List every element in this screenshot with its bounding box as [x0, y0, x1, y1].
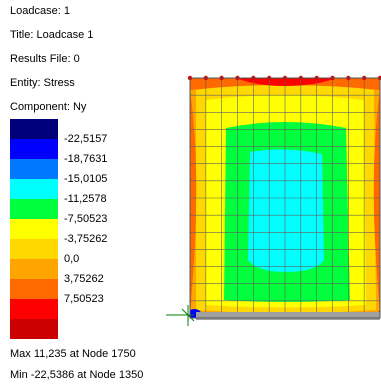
legend-level-label: -11,2578: [64, 193, 107, 205]
component-label: Component: Ny: [10, 101, 87, 113]
legend-swatch: [10, 239, 58, 259]
legend-swatch: [10, 159, 58, 179]
legend-level-label: -22,5157: [64, 133, 108, 145]
legend-level-label: -15,0105: [64, 173, 108, 185]
legend-swatch: [10, 179, 58, 199]
mesh-grid: [190, 78, 380, 318]
min-value-label: Min -22,5386 at Node 1350: [10, 369, 144, 381]
legend-swatch: [10, 319, 58, 339]
legend-level-label: 7,50523: [64, 293, 104, 305]
results-file-label: Results File: 0: [10, 53, 80, 65]
support-base: [196, 312, 380, 320]
model-contour-view: [166, 75, 381, 326]
contour-legend: [10, 119, 58, 339]
axis-triad-icon: [166, 305, 195, 326]
legend-swatch: [10, 259, 58, 279]
entity-label: Entity: Stress: [10, 77, 75, 89]
max-value-label: Max 11,235 at Node 1750: [10, 348, 136, 360]
legend-swatch: [10, 219, 58, 239]
loadcase-label: Loadcase: 1: [10, 5, 70, 17]
legend-swatch: [10, 299, 58, 319]
legend-swatch: [10, 139, 58, 159]
legend-level-label: -7,50523: [64, 213, 108, 225]
legend-swatch: [10, 279, 58, 299]
legend-level-label: 0,0: [64, 253, 80, 265]
legend-level-label: -18,7631: [64, 153, 108, 165]
title-label: Title: Loadcase 1: [10, 29, 94, 41]
legend-swatch: [10, 199, 58, 219]
legend-level-label: -3,75262: [64, 233, 108, 245]
legend-level-label: 3,75262: [64, 273, 104, 285]
legend-swatch: [10, 119, 58, 139]
